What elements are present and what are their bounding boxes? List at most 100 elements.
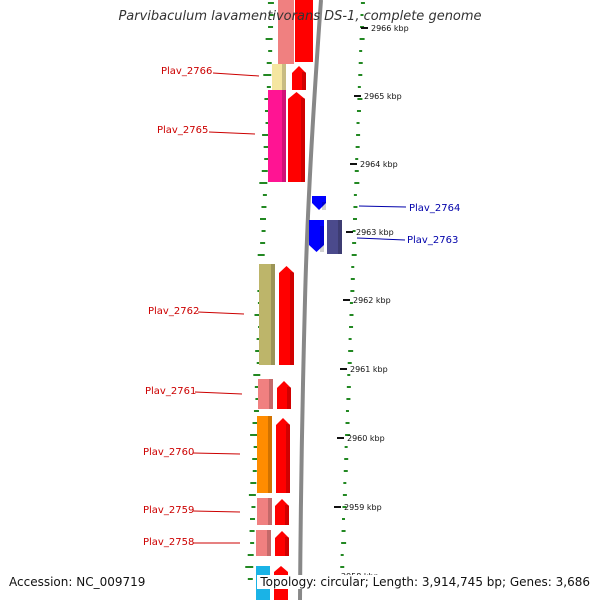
gc-tick xyxy=(264,110,270,112)
gc-tick xyxy=(261,206,267,208)
cds-arrow xyxy=(312,196,326,210)
gc-tick xyxy=(253,446,258,448)
gene-label-plav_2760: Plav_2760 xyxy=(143,447,194,458)
ruler-tick-mark xyxy=(361,27,368,29)
gc-tick xyxy=(262,194,267,196)
gene-label-plav_2763: Plav_2763 xyxy=(407,235,458,246)
gene-label-leader xyxy=(358,205,407,208)
cds-arrow xyxy=(292,66,306,90)
gc-tick xyxy=(358,74,363,76)
gene-label-leader xyxy=(192,510,241,513)
gc-tick xyxy=(345,434,351,436)
cog-block-shade xyxy=(268,416,272,493)
gc-tick xyxy=(346,386,351,388)
gc-tick xyxy=(268,26,274,28)
cog-block xyxy=(327,220,342,254)
cds-arrow xyxy=(275,499,289,525)
gc-tick xyxy=(356,134,361,136)
gc-tick xyxy=(354,182,360,184)
gene-label-plav_2762: Plav_2762 xyxy=(148,306,199,317)
gene-label-leader xyxy=(208,131,256,135)
gc-tick xyxy=(263,146,269,148)
gc-tick xyxy=(245,566,254,568)
cds-arrow xyxy=(288,92,305,182)
gc-tick xyxy=(265,38,273,40)
gc-tick xyxy=(358,62,363,64)
cds-arrow-shade xyxy=(302,72,306,90)
cds-arrow-shade xyxy=(286,424,290,493)
cds-arrow xyxy=(309,220,324,252)
gc-tick xyxy=(247,554,254,556)
gc-tick xyxy=(254,314,263,316)
gc-tick xyxy=(266,86,271,88)
gc-tick xyxy=(248,494,256,496)
gc-tick xyxy=(342,518,346,520)
gc-tick xyxy=(344,458,349,460)
gc-tick xyxy=(353,194,357,196)
ruler-tick-mark xyxy=(343,299,350,301)
gc-tick xyxy=(345,422,350,424)
gc-tick xyxy=(346,398,351,400)
cds-arrow-shade xyxy=(287,387,291,409)
ruler-tick-label: 2966 kbp xyxy=(371,24,409,33)
gc-tick xyxy=(253,374,261,376)
cog-block-shade xyxy=(271,264,275,365)
gc-tick xyxy=(250,518,256,520)
accession-text: Accession: NC_009719 xyxy=(9,575,146,589)
cog-block xyxy=(268,90,286,182)
cds-arrow-shade xyxy=(290,272,294,365)
ruler-tick-label: 2963 kbp xyxy=(356,228,394,237)
gc-tick xyxy=(351,266,355,268)
cds-arrow xyxy=(295,0,313,62)
gc-tick xyxy=(353,206,358,208)
cds-arrow xyxy=(276,418,290,493)
ruler-tick-mark xyxy=(354,95,361,97)
gc-tick xyxy=(349,314,354,316)
cds-arrow-shade xyxy=(301,98,305,182)
gc-tick xyxy=(253,410,259,412)
gc-tick xyxy=(353,218,358,220)
ruler-track: 2966 kbp 2965 kbp 2964 kbp 2963 kbp 2962 kbp… xyxy=(331,24,409,581)
gc-tick xyxy=(360,14,364,16)
gc-tick xyxy=(261,230,266,232)
gc-tick xyxy=(341,530,346,532)
gc-tick xyxy=(351,254,357,256)
genome-backbone xyxy=(298,0,323,601)
cds-arrow-shade xyxy=(285,537,289,556)
gc-tick xyxy=(355,158,359,160)
gene-label-plav_2764: Plav_2764 xyxy=(409,203,460,214)
gc-tick xyxy=(247,578,253,580)
map-title: Parvibaculum lavamentivorans DS-1, compl… xyxy=(118,9,482,24)
gc-tick xyxy=(352,230,356,232)
genome-summary-text: Topology: circular; Length: 3,914,745 bp… xyxy=(257,575,590,589)
cds-arrow-shade xyxy=(322,202,326,210)
gc-tick xyxy=(347,362,352,364)
gene-label-leader xyxy=(192,452,241,455)
cds-arrow-shade xyxy=(285,505,289,525)
gc-tick xyxy=(267,2,274,4)
gene-label-layer: Plav_2766 Plav_2765 Plav_2764 Plav_2763 Plav… xyxy=(143,66,460,548)
gc-tick xyxy=(356,122,360,124)
gc-tick xyxy=(250,434,259,436)
gc-tick xyxy=(269,14,274,16)
cog-block-shade xyxy=(267,530,271,556)
backbone-track xyxy=(298,0,323,601)
gc-tick xyxy=(360,2,365,4)
gc-tick xyxy=(254,386,260,388)
gc-tick xyxy=(252,470,257,472)
gc-tick xyxy=(252,422,259,424)
cog-block xyxy=(256,530,271,556)
gc-tick xyxy=(348,338,352,340)
gc-tick xyxy=(250,482,257,484)
gc-tick xyxy=(266,62,272,64)
gc-tick xyxy=(343,470,348,472)
gc-tick xyxy=(343,482,347,484)
gc-tick xyxy=(357,86,361,88)
cds-arrow xyxy=(279,266,294,365)
cog-block xyxy=(257,498,272,525)
gc-tick xyxy=(350,290,355,292)
cog-block-shade xyxy=(282,90,286,182)
cog-block xyxy=(259,264,275,365)
gc-tick xyxy=(264,158,269,160)
